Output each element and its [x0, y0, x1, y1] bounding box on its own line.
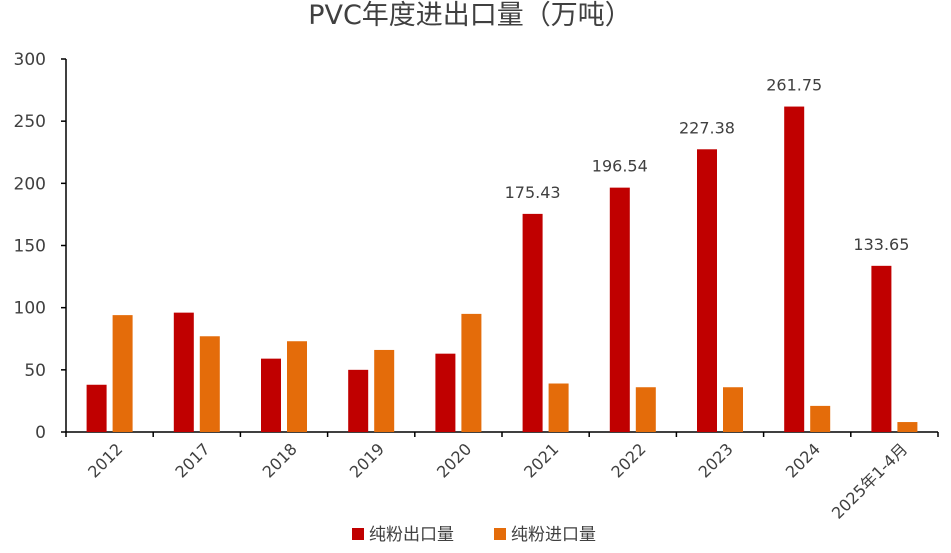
bar-export — [86, 384, 107, 432]
bar-import — [635, 387, 656, 432]
bar-import — [112, 315, 133, 432]
y-tick-label: 250 — [14, 112, 46, 132]
bar-import — [199, 336, 220, 432]
y-tick-label: 100 — [14, 299, 46, 319]
data-label: 227.38 — [679, 118, 735, 137]
bar-export — [784, 106, 805, 433]
legend-swatch — [352, 528, 364, 540]
y-axis: 0 50 100 150 200 250 300 — [14, 50, 67, 443]
y-tick-label: 50 — [24, 361, 46, 381]
bar-import — [374, 349, 395, 432]
data-label: 196.54 — [592, 157, 648, 176]
bar-import — [897, 422, 918, 432]
data-label: 261.75 — [766, 76, 822, 95]
x-tick-label: 2018 — [259, 439, 301, 481]
x-tick-label: 2022 — [607, 439, 649, 481]
bar-import — [723, 387, 743, 432]
bar-export — [173, 312, 194, 432]
bar-export — [697, 149, 717, 432]
legend-swatch — [494, 528, 506, 540]
x-tick-label: 2024 — [782, 439, 824, 481]
bar-export — [871, 265, 892, 432]
x-tick-label: 2021 — [520, 439, 562, 481]
legend: 纯粉出口量 纯粉进口量 — [352, 525, 596, 545]
bars — [86, 106, 918, 433]
x-tick-label: 2023 — [695, 439, 737, 481]
bar-export — [435, 353, 456, 432]
bar-export — [348, 369, 369, 432]
bar-import — [287, 341, 307, 432]
x-tick-label: 2019 — [346, 439, 388, 481]
chart-title: PVC年度进出口量（万吨） — [308, 0, 632, 31]
bar-import — [548, 383, 569, 432]
legend-label: 纯粉进口量 — [511, 525, 596, 545]
y-tick-label: 0 — [35, 423, 46, 443]
bar-export — [522, 213, 543, 432]
data-label: 175.43 — [505, 183, 561, 202]
data-label: 133.65 — [853, 235, 909, 254]
bar-export — [609, 187, 630, 432]
x-axis: 2012 2017 2018 2019 2020 2021 2022 2023 2024 2025… — [65, 431, 939, 523]
x-tick-label: 2017 — [171, 439, 213, 481]
y-tick-label: 300 — [14, 50, 46, 70]
x-tick-label: 2020 — [433, 439, 475, 481]
y-tick-label: 200 — [14, 174, 46, 194]
x-tick-label: 2012 — [84, 439, 126, 481]
y-tick-label: 150 — [14, 237, 46, 257]
x-tick-label: 2025年1-4月 — [828, 439, 911, 522]
bar-import — [461, 313, 482, 432]
legend-label: 纯粉出口量 — [369, 525, 454, 545]
bar-export — [261, 358, 281, 432]
bar-import — [810, 405, 831, 432]
data-labels: 175.43 196.54 227.38 261.75 133.65 — [505, 76, 910, 254]
